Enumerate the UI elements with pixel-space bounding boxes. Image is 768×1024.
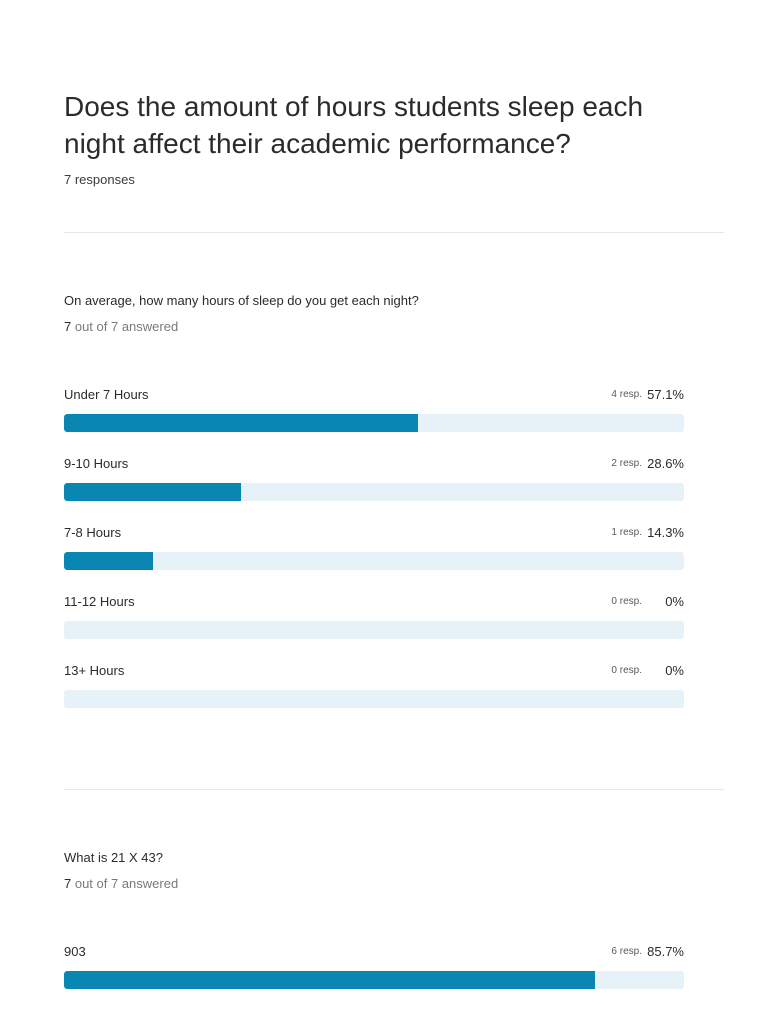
option-bar-track <box>64 971 684 989</box>
answered-total: out of 7 answered <box>71 876 179 891</box>
answer-option: 13+ Hours 0 resp. 0% <box>64 662 684 731</box>
option-response-count: 0 resp. <box>611 596 642 607</box>
option-bar-fill <box>64 483 242 501</box>
question-text: What is 21 X 43? <box>64 850 163 865</box>
answer-option: 9-10 Hours 2 resp. 28.6% <box>64 455 684 524</box>
option-response-count: 6 resp. <box>611 946 642 957</box>
answer-option: 11-12 Hours 0 resp. 0% <box>64 593 684 662</box>
question-card-sleep-hours: On average, how many hours of sleep do y… <box>64 233 704 731</box>
section-divider <box>64 789 724 790</box>
option-percentage: 28.6% <box>647 456 684 471</box>
answer-option: 7-8 Hours 1 resp. 14.3% <box>64 524 684 593</box>
option-label: Under 7 Hours <box>64 387 149 402</box>
option-bar-fill <box>64 971 596 989</box>
option-bar-track <box>64 690 684 708</box>
question-card-multiplication: What is 21 X 43? 7 out of 7 answered 903… <box>64 790 704 1012</box>
answer-options-list: 903 6 resp. 85.7% <box>64 943 684 1012</box>
answered-summary: 7 out of 7 answered <box>64 876 704 892</box>
option-label: 13+ Hours <box>64 663 125 678</box>
option-response-count: 1 resp. <box>611 527 642 538</box>
option-response-count: 4 resp. <box>611 389 642 400</box>
answered-count: 7 <box>64 319 72 334</box>
option-bar-fill <box>64 552 153 570</box>
option-label: 903 <box>64 944 86 959</box>
option-bar-track <box>64 552 684 570</box>
option-percentage: 0% <box>665 663 684 678</box>
question-text: On average, how many hours of sleep do y… <box>64 293 419 308</box>
section-divider <box>64 232 724 233</box>
option-percentage: 57.1% <box>647 387 684 402</box>
answered-summary: 7 out of 7 answered <box>64 319 704 335</box>
option-percentage: 14.3% <box>647 525 684 540</box>
option-label: 9-10 Hours <box>64 456 129 471</box>
option-percentage: 85.7% <box>647 944 684 959</box>
option-bar-track <box>64 483 684 501</box>
answered-count: 7 <box>64 876 72 891</box>
option-bar-fill <box>64 414 419 432</box>
survey-title: Does the amount of hours students sleep … <box>64 91 644 159</box>
option-response-count: 2 resp. <box>611 458 642 469</box>
option-percentage: 0% <box>665 594 684 609</box>
answer-options-list: Under 7 Hours 4 resp. 57.1% 9-10 Hours 2… <box>64 386 684 731</box>
option-response-count: 0 resp. <box>611 665 642 676</box>
option-bar-track <box>64 414 684 432</box>
answered-total: out of 7 answered <box>71 319 179 334</box>
option-bar-track <box>64 621 684 639</box>
answer-option: 903 6 resp. 85.7% <box>64 943 684 1012</box>
option-label: 7-8 Hours <box>64 525 122 540</box>
response-count: 7 responses <box>64 172 135 187</box>
option-label: 11-12 Hours <box>64 594 135 609</box>
answer-option: Under 7 Hours 4 resp. 57.1% <box>64 386 684 455</box>
